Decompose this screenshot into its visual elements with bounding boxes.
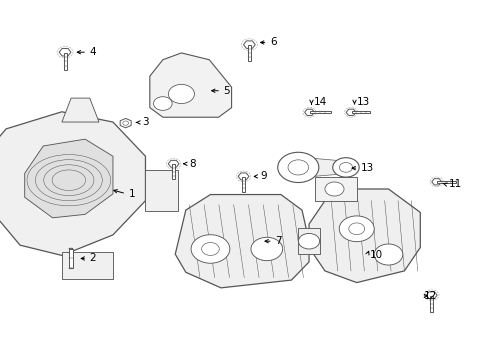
Bar [63,53,66,70]
Circle shape [348,223,364,235]
Bar [69,249,73,269]
Bar [351,111,369,113]
Text: 13: 13 [360,163,373,173]
Polygon shape [61,252,113,279]
Polygon shape [304,109,314,116]
Polygon shape [312,158,339,176]
Circle shape [201,243,219,256]
Text: 10: 10 [369,250,382,260]
Bar [309,111,330,113]
Bar [242,177,244,192]
Circle shape [168,84,194,104]
Text: 11: 11 [447,179,461,189]
Polygon shape [243,41,255,48]
Text: 5: 5 [223,86,230,96]
Polygon shape [308,189,419,283]
Circle shape [277,152,318,183]
Text: 2: 2 [89,253,96,264]
Polygon shape [346,109,355,116]
Circle shape [287,160,308,175]
Polygon shape [120,118,131,128]
Polygon shape [24,139,113,218]
Polygon shape [59,49,71,56]
Text: 9: 9 [260,171,267,181]
Polygon shape [0,112,145,256]
Ellipse shape [69,248,73,249]
Text: 14: 14 [313,96,326,107]
Text: 12: 12 [423,291,436,301]
Text: 13: 13 [356,96,369,107]
Bar [172,164,175,179]
Circle shape [332,158,358,177]
Circle shape [324,182,344,196]
Text: 4: 4 [89,47,96,57]
Polygon shape [426,292,436,299]
Circle shape [250,237,282,261]
Text: 6: 6 [269,37,276,48]
Polygon shape [431,179,441,185]
Polygon shape [238,173,248,180]
Polygon shape [175,194,308,288]
Circle shape [298,233,319,249]
Ellipse shape [69,268,73,269]
Polygon shape [145,170,178,211]
Bar [429,296,432,312]
Polygon shape [61,98,99,122]
Bar [298,228,319,254]
Text: 8: 8 [189,159,196,169]
Circle shape [339,162,352,172]
Polygon shape [315,177,356,201]
Circle shape [153,97,172,111]
Text: 7: 7 [275,236,282,246]
Circle shape [339,216,373,242]
Circle shape [191,235,229,263]
Polygon shape [149,53,231,117]
Bar [247,45,250,61]
Text: 1: 1 [128,189,135,199]
Circle shape [373,244,402,265]
Text: 3: 3 [142,117,148,127]
Polygon shape [168,160,179,167]
Bar [436,181,455,183]
